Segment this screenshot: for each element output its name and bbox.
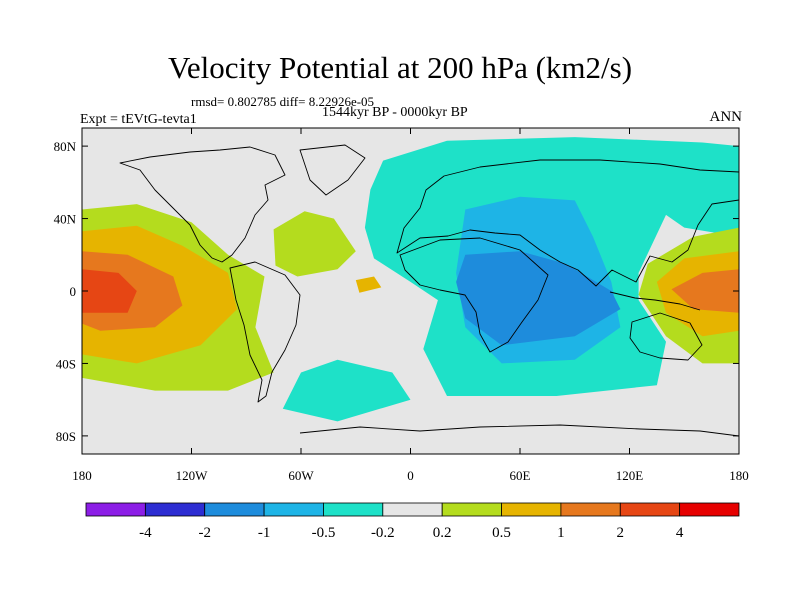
coastline-africa <box>399 237 549 353</box>
colorbar-swatch <box>501 502 562 517</box>
y-tick-label: 40S <box>56 356 76 371</box>
contour-region-southern-ocean-negative <box>282 359 411 422</box>
colorbar-swatch <box>382 502 443 517</box>
contour-region-atlantic-small-positive <box>355 276 382 293</box>
coastline-north-america <box>119 146 286 263</box>
x-tick-label: 120E <box>616 468 644 483</box>
coastlines <box>119 144 739 437</box>
y-tick-label: 40N <box>54 212 77 227</box>
contour-region-east-pacific-core-4 <box>82 269 137 313</box>
colorbar-label: 4 <box>676 525 684 541</box>
colorbar-label: 1 <box>557 525 565 541</box>
x-tick-label: 180 <box>729 468 749 483</box>
x-tick-label: 120W <box>176 468 209 483</box>
colorbar-label: -0.2 <box>371 525 395 541</box>
colorbar-label: 0.2 <box>433 525 452 541</box>
coastline-australia <box>629 312 703 361</box>
coastline-greenland <box>299 144 366 196</box>
period-subtitle: 1544kyr BP - 0000kyr BP <box>322 105 468 120</box>
colorbar-label: -0.5 <box>312 525 336 541</box>
x-tick-label: 180 <box>72 468 92 483</box>
colorbar-label: -2 <box>198 525 211 541</box>
y-tick-label: 0 <box>70 284 77 299</box>
colorbar-swatch <box>85 502 146 517</box>
chart-title: Velocity Potential at 200 hPa (km2/s) <box>167 50 633 85</box>
colorbar-swatch <box>619 502 681 517</box>
colorbar-swatch <box>441 502 502 517</box>
colorbar-label: 2 <box>617 525 625 541</box>
contour-region-atlantic-positive <box>273 211 356 277</box>
coastline-antarctica <box>299 424 739 437</box>
stats-label: rmsd= 0.802785 diff= 8.22926e-05 <box>191 94 375 109</box>
coastline-south-america <box>229 261 301 403</box>
colorbar-swatch <box>560 502 621 517</box>
colorbar-swatch <box>679 502 740 517</box>
contour-region-west-pacific-core-2 <box>671 269 739 313</box>
x-tick-label: 0 <box>407 468 414 483</box>
colorbar-swatch <box>144 502 206 517</box>
colorbar-label: -1 <box>258 525 271 541</box>
colorbar-swatch <box>323 502 384 517</box>
map-axes: 180 120W 60W 0 60E 120E 180 80N 40N 0 40S 80S <box>54 128 749 483</box>
season-label: ANN <box>709 109 743 125</box>
coastline-maritime-continent <box>609 291 701 311</box>
colorbar: -4 -2 -1 -0.5 -0.2 0.2 0.5 1 2 4 <box>85 502 740 541</box>
x-tick-label: 60W <box>288 468 314 483</box>
colorbar-swatch <box>204 502 265 517</box>
y-tick-label: 80N <box>54 139 77 154</box>
colorbar-label: 0.5 <box>492 525 511 541</box>
y-tick-label: 80S <box>56 429 76 444</box>
experiment-label: Expt = tEVtG-tevta1 <box>80 112 197 127</box>
colorbar-label: -4 <box>139 525 152 541</box>
contour-regions <box>82 137 739 422</box>
colorbar-swatch <box>263 502 324 517</box>
coastline-eurasia <box>396 159 739 287</box>
x-tick-label: 60E <box>510 468 531 483</box>
